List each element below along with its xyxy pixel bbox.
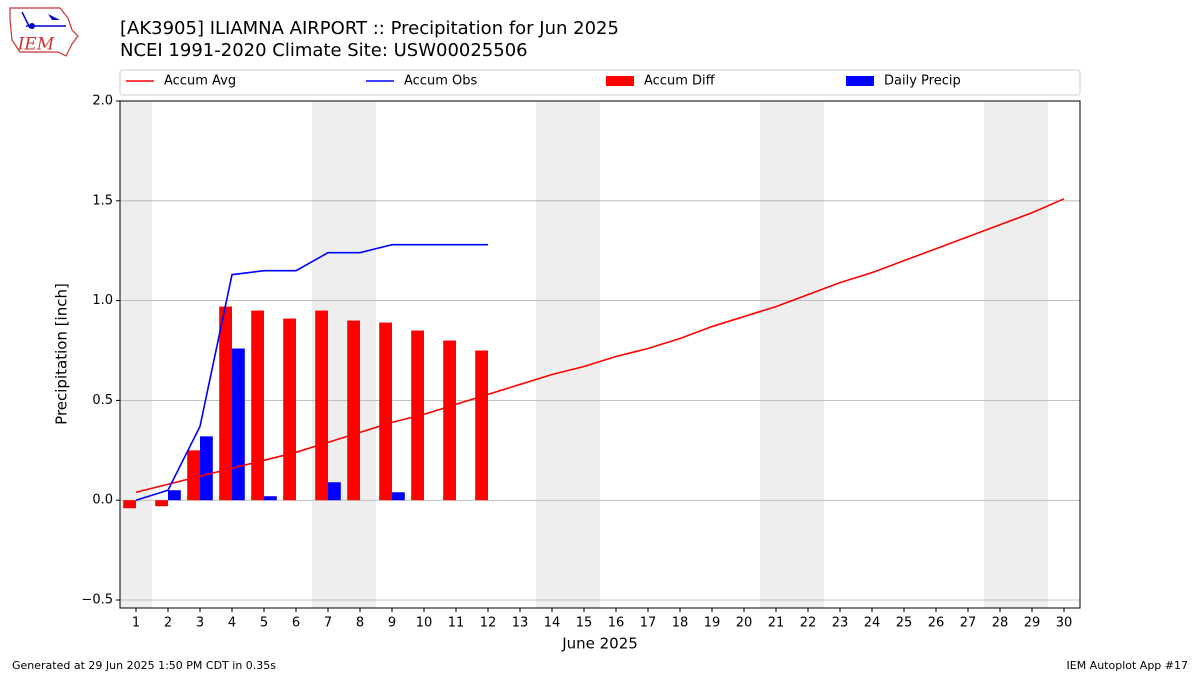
x-tick-label: 8 [356,616,364,631]
x-tick-label: 16 [608,616,625,631]
weekend-shade [984,101,1048,608]
legend-swatch [606,76,634,86]
weekend-shade [536,101,600,608]
plot-frame [119,100,1081,609]
x-tick-label: 6 [292,616,300,631]
x-tick-label: 13 [512,616,529,631]
footer-left: Generated at 29 Jun 2025 1:50 PM CDT in … [12,659,276,672]
bar [392,492,405,501]
x-tick-label: 5 [260,616,268,631]
bar [219,306,232,501]
x-tick-label: 27 [960,616,977,631]
bar [232,348,245,501]
x-tick-label: 2 [164,616,172,631]
x-tick-label: 18 [672,616,689,631]
y-tick-label: 0.5 [92,393,113,408]
bar [168,490,181,501]
bar [283,318,296,501]
y-tick-label: 1.0 [92,293,113,308]
x-tick-label: 19 [704,616,721,631]
bar [328,482,341,501]
bar [379,322,392,501]
y-tick-label: −0.5 [81,593,113,608]
x-tick-label: 22 [800,616,817,631]
legend-label: Accum Obs [404,74,477,89]
x-tick-label: 29 [1024,616,1041,631]
y-tick-label: 0.0 [92,493,113,508]
bar [187,450,200,501]
bar [443,340,456,501]
x-tick-label: 15 [576,616,593,631]
x-tick-label: 30 [1056,616,1073,631]
legend-label: Accum Diff [644,74,716,89]
x-tick-label: 17 [640,616,657,631]
x-tick-label: 9 [388,616,396,631]
weekend-shade [120,101,152,608]
legend-box [119,69,1081,96]
x-tick-label: 28 [992,616,1009,631]
chart-title: [AK3905] ILIAMNA AIRPORT :: Precipitatio… [120,18,619,39]
legend-label: Accum Avg [164,74,236,89]
bar [264,496,277,501]
legend-label: Daily Precip [884,74,961,89]
bar [200,436,213,501]
bar [155,500,168,507]
x-tick-label: 24 [864,616,881,631]
bar [347,320,360,501]
legend-swatch [846,76,874,86]
footer-right: IEM Autoplot App #17 [1067,659,1189,672]
x-tick-label: 26 [928,616,945,631]
x-axis-label: June 2025 [561,635,638,653]
x-tick-label: 1 [132,616,140,631]
x-tick-label: 7 [324,616,332,631]
bar [315,310,328,501]
x-tick-label: 4 [228,616,236,631]
x-tick-label: 11 [448,616,465,631]
line [135,198,1065,494]
bar [123,500,136,509]
x-tick-label: 21 [768,616,785,631]
bar [475,350,488,501]
x-tick-label: 14 [544,616,561,631]
logo: IEM [9,7,79,57]
y-tick-label: 2.0 [92,94,113,109]
x-tick-label: 20 [736,616,753,631]
y-axis-label: Precipitation [inch] [53,283,71,425]
x-tick-label: 3 [196,616,204,631]
x-tick-label: 12 [480,616,497,631]
x-tick-label: 23 [832,616,849,631]
x-tick-label: 10 [416,616,433,631]
logo-text: IEM [17,35,55,55]
line [135,243,488,501]
weekend-shade [760,101,824,608]
y-tick-label: 1.5 [92,193,113,208]
bar [251,310,264,501]
x-tick-label: 25 [896,616,913,631]
chart-subtitle: NCEI 1991-2020 Climate Site: USW00025506 [120,40,528,61]
